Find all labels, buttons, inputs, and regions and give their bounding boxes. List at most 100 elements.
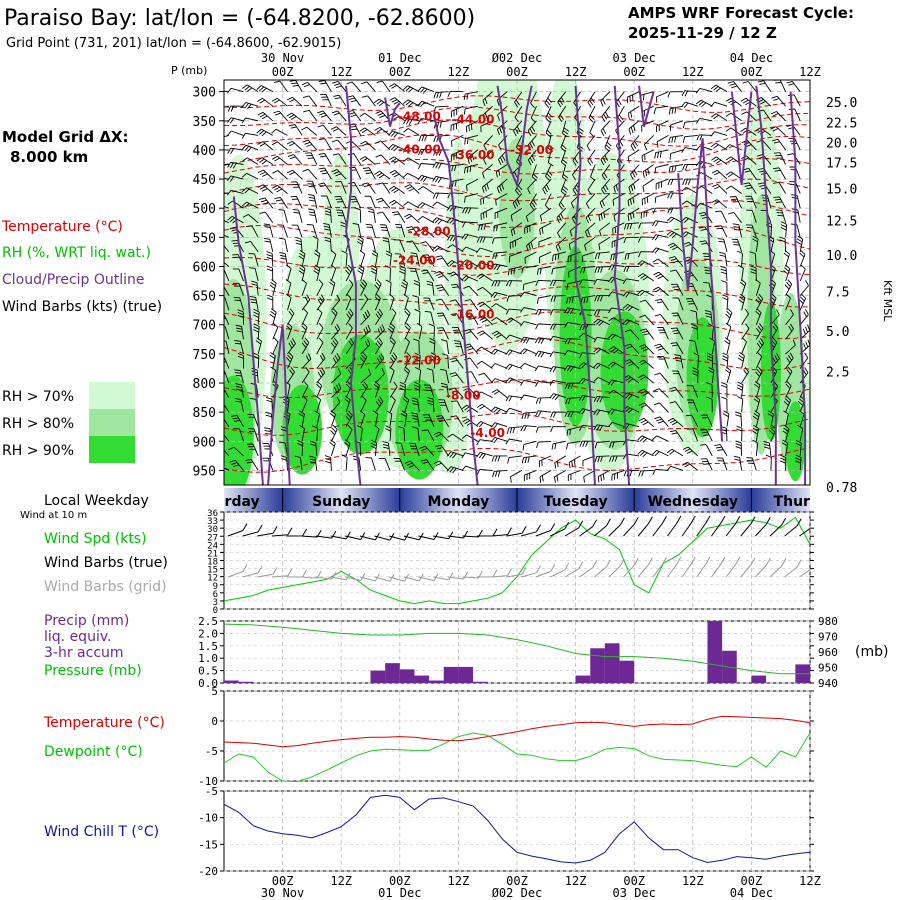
- temperature-contour-label: -12.00: [398, 353, 441, 367]
- wind-barb: [654, 313, 669, 325]
- pressure-tick-label: 600: [193, 260, 216, 275]
- surface-wind-barb: [227, 523, 248, 537]
- wind-barb: [336, 209, 347, 223]
- wind-barb: [654, 343, 669, 355]
- wind-barb: [637, 289, 654, 297]
- height-tick-label: 5.0: [826, 325, 849, 340]
- wind-barb: [406, 240, 420, 253]
- wind-barb: [560, 178, 568, 196]
- wind-barb: [752, 425, 760, 442]
- wind-barb: [682, 164, 698, 171]
- wind-barb: [305, 152, 318, 165]
- wind-barb: [657, 355, 669, 369]
- panel-tick-label: 2.5: [198, 615, 218, 628]
- wind-barb: [755, 338, 765, 355]
- wind-barb: [413, 338, 420, 354]
- wind-barb: [286, 293, 292, 311]
- temperature-contour: [224, 119, 810, 147]
- wind-barb: [670, 327, 684, 340]
- wind-barb: [780, 454, 787, 471]
- wind-barb: [755, 351, 763, 369]
- wind-barb: [495, 164, 508, 178]
- precip-bar: [399, 669, 415, 683]
- wind-barb: [716, 457, 728, 471]
- wind-barb: [359, 279, 368, 296]
- top-date-label: Ø02 Dec: [492, 51, 543, 65]
- wind-barb: [359, 156, 376, 165]
- surface-wind-barb: [711, 515, 726, 537]
- wind-barb: [411, 412, 420, 427]
- wind-barb: [770, 323, 779, 340]
- wind-barb: [795, 454, 802, 471]
- weekday-name: Saturday: [188, 494, 259, 510]
- height-tick-label: 2.5: [826, 365, 849, 380]
- wind-barb: [436, 327, 450, 340]
- wind-barb: [796, 235, 804, 252]
- wind-barb: [387, 322, 396, 340]
- wind-speed-label: Wind Spd (kts): [44, 531, 147, 547]
- wind-barb: [600, 120, 611, 137]
- wind-barb: [506, 280, 522, 287]
- wind-barb: [497, 149, 508, 166]
- wind-barb: [564, 410, 581, 418]
- wind-barb: [331, 352, 341, 369]
- wind-barb: [654, 149, 669, 159]
- wind-barb: [389, 337, 396, 355]
- wind-barb: [241, 132, 259, 139]
- precip-bar: [414, 675, 430, 683]
- wind-barb: [272, 170, 288, 180]
- wind-barb: [610, 251, 625, 261]
- wind-barb: [316, 381, 323, 398]
- wind-barb: [726, 97, 742, 107]
- bottom-hour-label: 00Z: [506, 874, 528, 888]
- wind-barb: [653, 105, 669, 115]
- wind-barb: [586, 135, 596, 151]
- surface-wind-barb: [315, 571, 337, 580]
- wind-barb: [681, 187, 698, 194]
- wind-barb: [360, 324, 371, 340]
- wind-barb: [388, 143, 405, 152]
- wind-barb: [686, 385, 699, 398]
- wind-barb: [331, 323, 341, 340]
- wind-barb: [432, 201, 449, 209]
- precip-bar: [443, 666, 459, 683]
- wind-barb: [403, 128, 420, 136]
- bottom-hour-label: 00Z: [389, 874, 411, 888]
- surface-wind-barb: [740, 516, 756, 537]
- wind-barb: [708, 366, 715, 384]
- wind-barb: [417, 216, 435, 224]
- wind-barb: [301, 353, 312, 369]
- wind-barb: [737, 352, 745, 369]
- wind-barb: [450, 120, 464, 132]
- wind-barb: [527, 135, 537, 151]
- pressure-tick-label: 700: [193, 319, 216, 334]
- surface-wind-barb: [491, 568, 513, 578]
- wind-barb: [389, 381, 398, 398]
- wind-barb: [248, 428, 259, 442]
- wind-barb: [637, 260, 654, 267]
- wind-barb: [712, 183, 728, 194]
- wind-barb: [638, 417, 654, 428]
- wind-barb: [476, 421, 493, 428]
- wind-barb: [224, 356, 230, 369]
- wind-barb: [417, 86, 435, 94]
- surface-wind-barb: [667, 515, 682, 537]
- temperature-contour: [224, 200, 810, 229]
- wind-barb: [505, 395, 522, 402]
- wind-barb: [549, 323, 566, 330]
- wind-barb: [521, 411, 537, 420]
- wind-barb: [520, 321, 537, 327]
- wind-barb: [608, 317, 625, 326]
- wind-barb: [404, 337, 410, 355]
- legend-rh90: RH > 90%: [2, 443, 74, 459]
- wind-barb: [440, 339, 450, 354]
- wind-barb: [785, 339, 796, 355]
- wind-barb: [287, 308, 295, 325]
- wind-barb: [542, 178, 552, 195]
- wind-barb: [234, 369, 244, 384]
- wind-barb: [227, 216, 244, 224]
- wind-barb: [622, 278, 640, 285]
- wind-barb: [622, 319, 640, 326]
- wind-barb: [715, 225, 728, 238]
